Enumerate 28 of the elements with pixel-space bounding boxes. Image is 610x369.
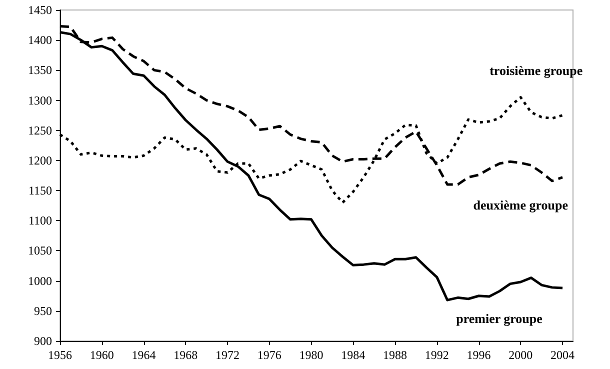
series-label: premier groupe bbox=[456, 310, 543, 326]
y-tick-label: 1200 bbox=[28, 153, 52, 168]
y-tick-label: 1050 bbox=[28, 244, 52, 258]
y-tick-label: 1150 bbox=[28, 184, 52, 198]
x-tick-label: 1968 bbox=[174, 348, 198, 362]
x-tick-label: 1992 bbox=[424, 348, 449, 362]
y-tick-label: 1450 bbox=[28, 3, 52, 17]
x-tick-label: 1960 bbox=[90, 348, 114, 362]
x-tick-label: 2000 bbox=[508, 348, 533, 362]
y-tick-label: 1400 bbox=[28, 33, 52, 48]
x-tick-label: 2004 bbox=[550, 348, 575, 362]
x-tick-label: 1964 bbox=[132, 348, 156, 362]
y-tick-label: 900 bbox=[34, 334, 52, 348]
y-tick-label: 1000 bbox=[28, 274, 52, 288]
series-label: deuxième groupe bbox=[473, 197, 568, 212]
y-tick-label: 1100 bbox=[28, 214, 52, 228]
x-tick-label: 1988 bbox=[383, 348, 408, 362]
x-tick-label: 1996 bbox=[466, 348, 491, 362]
text: troisième groupe bbox=[490, 62, 583, 78]
x-tick-label: 1972 bbox=[216, 348, 240, 362]
x-tick-label: 1976 bbox=[257, 348, 282, 362]
x-tick-label: 1956 bbox=[48, 348, 72, 362]
y-tick-label: 950 bbox=[34, 304, 52, 318]
y-tick-label: 1350 bbox=[28, 63, 52, 78]
x-tick-label: 1984 bbox=[341, 348, 366, 362]
y-tick-label: 1250 bbox=[28, 123, 52, 138]
x-tick-label: 1980 bbox=[299, 348, 324, 362]
y-tick-label: 1300 bbox=[28, 93, 52, 108]
